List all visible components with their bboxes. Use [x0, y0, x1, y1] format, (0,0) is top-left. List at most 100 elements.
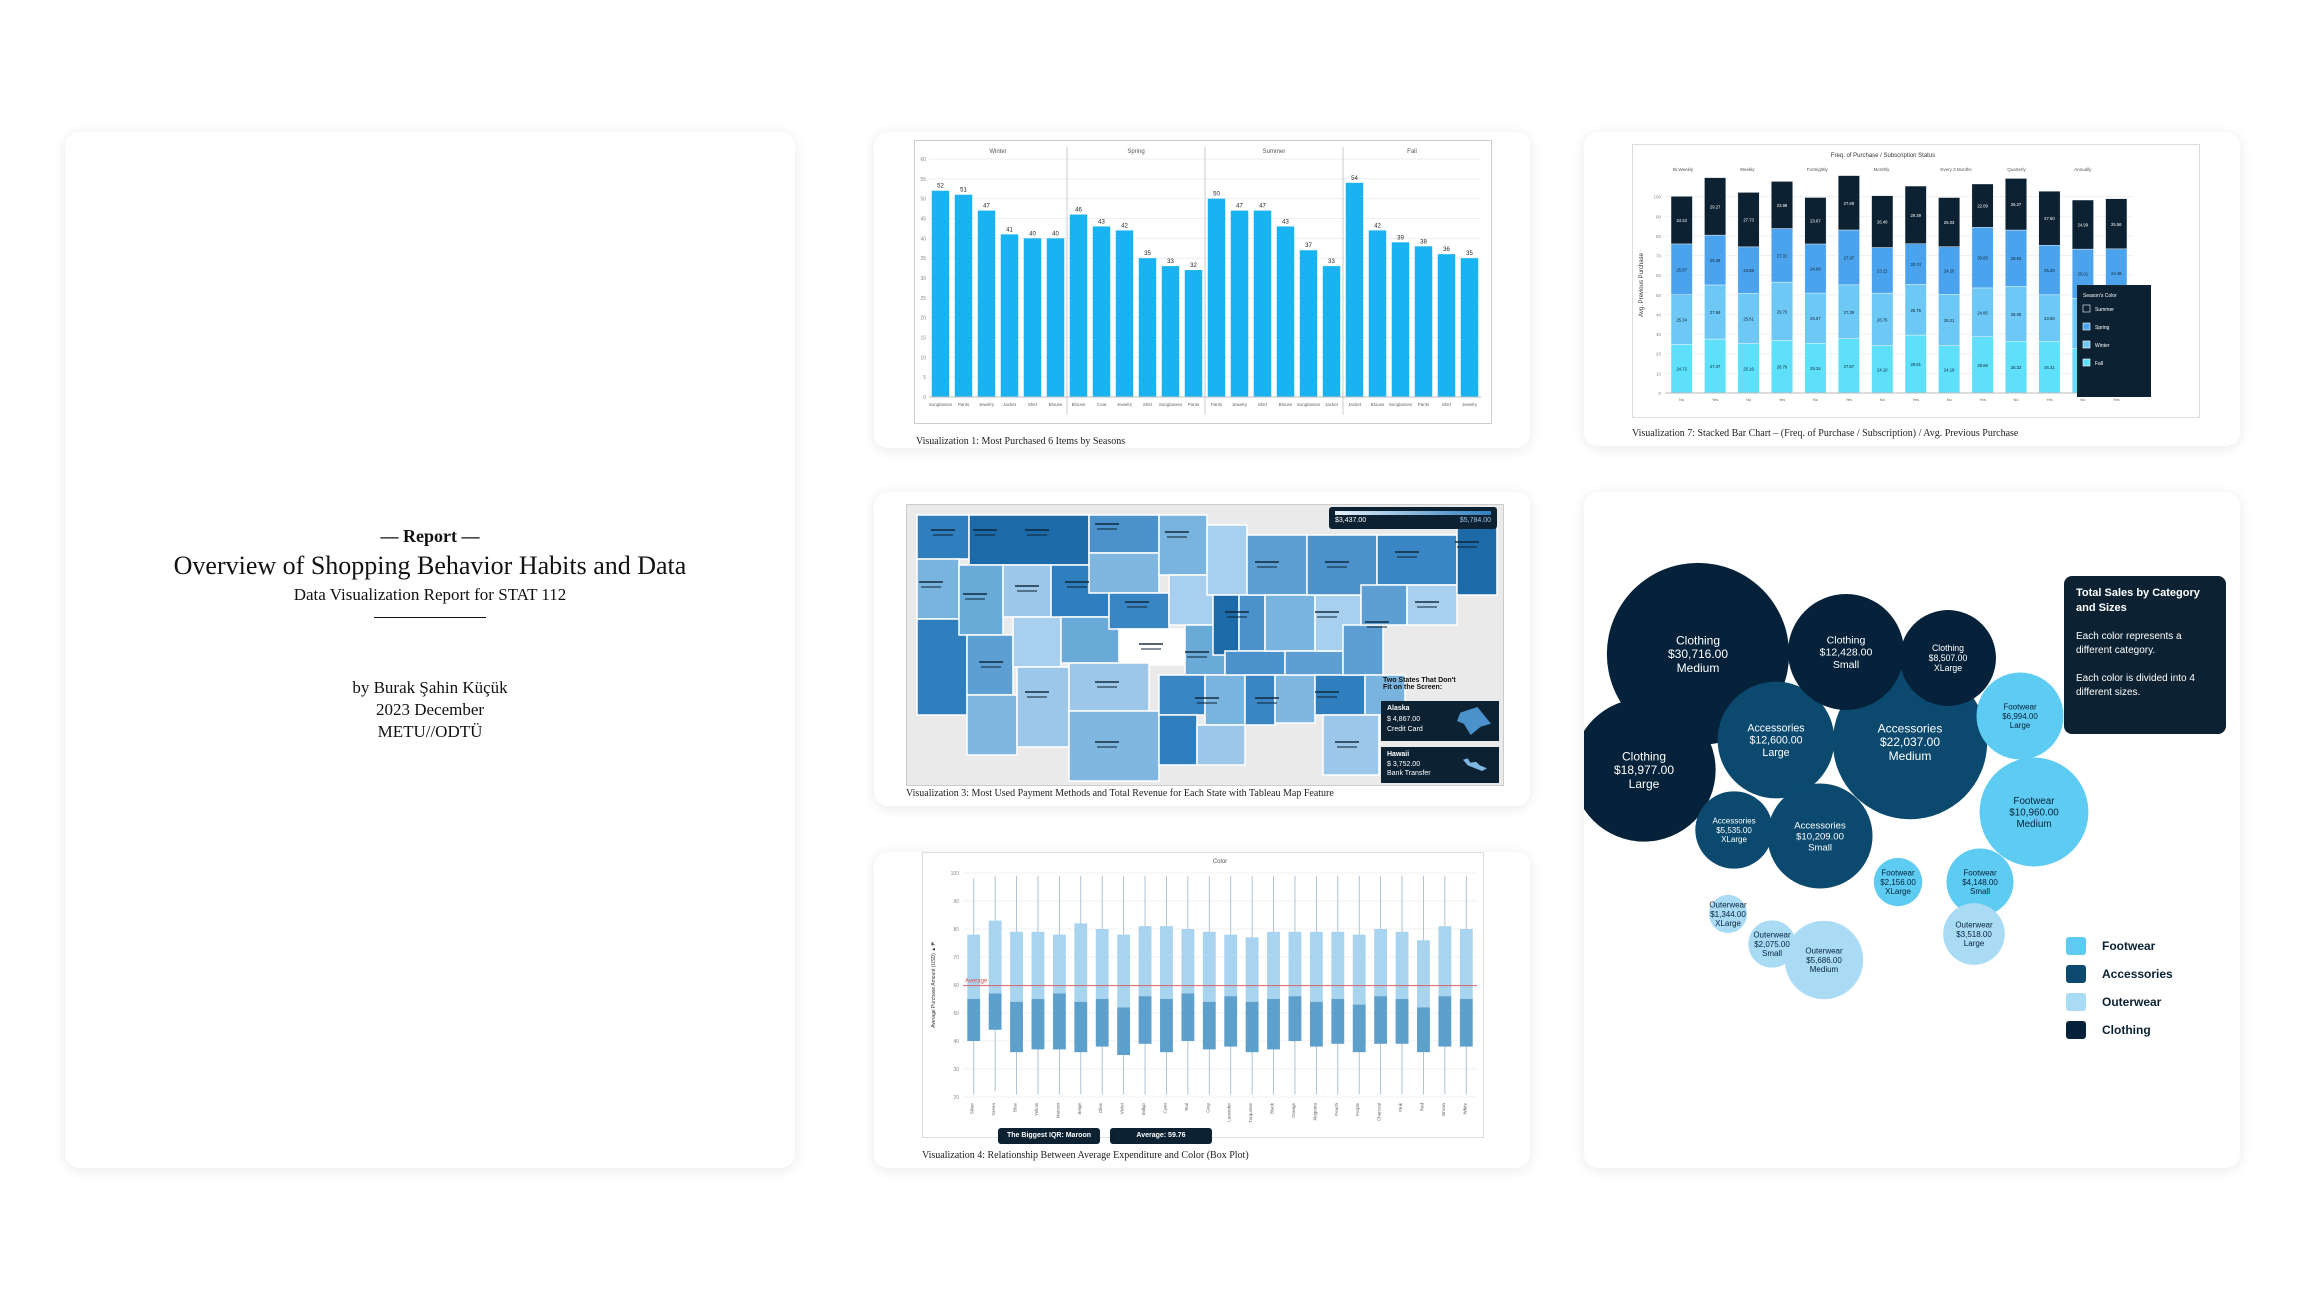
map-state-label [1165, 531, 1189, 533]
y-tick-label: 20 [1656, 352, 1662, 357]
box-lower [1138, 996, 1152, 1044]
bar-value-label: 35 [1144, 251, 1151, 257]
segment-label: 25.03 [1944, 220, 1955, 225]
segment-label: 29.27 [1710, 204, 1721, 209]
x-tick-label: Olive [1098, 1103, 1103, 1114]
bar [1322, 266, 1341, 397]
y-tick-label: 35 [920, 256, 926, 262]
bubble-label: Small [1970, 887, 1990, 896]
viz7-legend: Season's Color Summer Spring Winter Fall [2077, 285, 2151, 397]
x-tick-label: No [1947, 397, 1953, 402]
x-tick-label: Blue [1013, 1103, 1018, 1113]
bubble-label: $12,600.00 [1749, 735, 1802, 747]
map-state-label [1317, 696, 1337, 698]
segment-label: 24.20 [1944, 268, 1955, 273]
x-tick-label: Yes [2046, 397, 2053, 402]
segment-label: 24.46 [2111, 271, 2122, 276]
bubble-label: Footwear [2013, 796, 2055, 807]
segment-label: 27.47 [1710, 364, 1721, 369]
map-state-label [1457, 546, 1477, 548]
segment-label: 27.50 [2044, 216, 2055, 221]
map-state-label [965, 598, 985, 600]
hawaii-shape [1463, 758, 1487, 771]
map-range-legend: $3,437.00 $5,784.00 [1329, 507, 1497, 529]
bubble-label: Clothing [1932, 643, 1964, 653]
viz3-card: $3,437.00 $5,784.00 Two States That Don'… [874, 492, 1530, 806]
viz7-card: Freq. of Purchase / Subscription Status A… [1584, 132, 2240, 446]
map-state-label [963, 593, 987, 595]
x-tick-label: Turquoise [1248, 1103, 1253, 1123]
segment-label: 28.63 [2011, 256, 2022, 261]
map-state-label [1327, 566, 1347, 568]
bubble-label: Large [2010, 721, 2031, 730]
legend-label: Spring [2095, 325, 2110, 331]
bar-value-label: 47 [1236, 204, 1243, 210]
box-upper [1438, 926, 1452, 997]
hawaii-inset: Hawaii $ 3,752.00 Bank Transfer [1381, 747, 1499, 783]
bar [1345, 182, 1364, 397]
x-tick-label: Magenta [1312, 1103, 1317, 1121]
segment-label: 25.16 [1743, 366, 1754, 371]
bubble [1943, 903, 2005, 965]
bubble-label: $4,148.00 [1962, 878, 1998, 887]
legend-label: Summer [2095, 307, 2114, 313]
map-state-label [1025, 529, 1049, 531]
group-header: Every 3 Months [1940, 167, 1972, 172]
x-tick-label: Peach [1334, 1103, 1339, 1116]
x-tick-label: Pants [958, 402, 970, 407]
bar [977, 210, 996, 397]
average-chip: Average: 59.76 [1110, 1128, 1212, 1144]
segment-label: 26.27 [2011, 202, 2022, 207]
x-tick-label: White [1462, 1103, 1467, 1115]
y-tick-label: 40 [1656, 312, 1662, 317]
legend-swatch [2082, 304, 2091, 313]
map-state-label [1367, 626, 1387, 628]
map-state-label [1257, 702, 1277, 704]
report-date: 2023 December [375, 700, 485, 719]
bar [1207, 198, 1226, 397]
viz4-box-plot: Color Average Purchase Amount (USD) ▲ ₱ 20… [931, 859, 1477, 1123]
x-tick-label: Violet [1120, 1102, 1125, 1114]
map-state-label [1141, 648, 1161, 650]
bubble-label: $8,507.00 [1929, 653, 1968, 663]
box-upper [1459, 929, 1473, 999]
map-state-label [1027, 696, 1047, 698]
box-lower [1031, 999, 1045, 1050]
map-state-label [1017, 590, 1037, 592]
x-tick-label: Sunglasses [1159, 402, 1183, 407]
map-state-label [1315, 691, 1339, 693]
segment-label: 27.69 [1844, 201, 1855, 206]
segment-label: 27.39 [1844, 310, 1855, 315]
bar-value-label: 54 [1351, 176, 1358, 182]
map-state-label [1185, 651, 1209, 653]
bubble-label: $5,535.00 [1716, 826, 1752, 835]
x-tick-label: Maroon [1055, 1103, 1060, 1119]
box-upper [1031, 931, 1045, 999]
bar-value-label: 37 [1305, 243, 1312, 249]
segment-label: 29.70 [1777, 309, 1788, 314]
bar-value-label: 42 [1121, 223, 1128, 229]
bubble-label: $22,037.00 [1880, 735, 1940, 749]
y-tick-label: 100 [1653, 195, 1661, 200]
hawaii-name: Hawaii [1387, 751, 1410, 758]
bubble [1767, 783, 1873, 889]
x-tick-label: No [2080, 397, 2086, 402]
bar [1092, 226, 1111, 397]
legend-label: Fall [2095, 361, 2103, 367]
range-min: $3,437.00 [1335, 517, 1367, 524]
x-tick-label: Yes [1779, 397, 1786, 402]
x-tick-label: Sunglasses [1297, 402, 1321, 407]
facet-header: Summer [1263, 149, 1286, 155]
segment-label: 29.39 [1910, 213, 1921, 218]
box-upper [1267, 931, 1280, 999]
box-upper [1117, 934, 1131, 1008]
map-state-label [1025, 691, 1049, 693]
box-lower [1417, 1007, 1430, 1053]
y-tick-label: 70 [953, 955, 959, 961]
bar [1046, 238, 1065, 397]
bar [1138, 258, 1157, 397]
bar-value-label: 46 [1075, 208, 1082, 214]
facet-header: Spring [1127, 149, 1144, 155]
y-tick-label: 60 [1656, 273, 1662, 278]
box-upper [1309, 931, 1323, 1002]
